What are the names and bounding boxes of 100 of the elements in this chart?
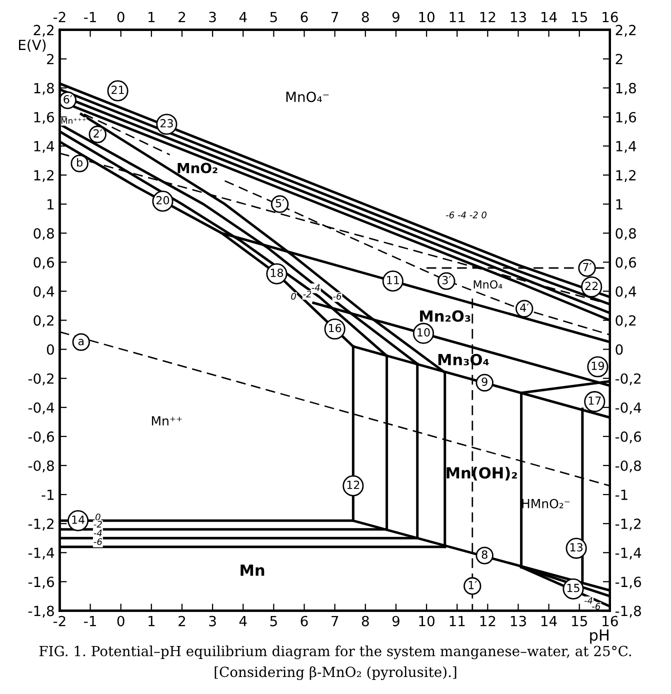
- y-axis-title: E(V): [19, 39, 46, 52]
- annotation: 8: [482, 550, 488, 559]
- x-tick-label: 9: [392, 616, 400, 626]
- y2-tick-label: 2,2: [616, 24, 636, 37]
- x-tick-label: 6: [300, 616, 308, 626]
- annotation: 16: [328, 324, 342, 332]
- x2-tick-label: -2: [53, 12, 66, 22]
- annotation: Mn⁺⁺⁺: [61, 118, 86, 124]
- annotation: MnO₂: [178, 162, 218, 174]
- x-tick-label: 1: [148, 616, 155, 626]
- annotation: Mn₂O₃: [420, 310, 470, 322]
- y-tick-label: 0,8: [34, 228, 54, 240]
- y2-tick-label: 0: [616, 344, 623, 355]
- y2-tick-label: -0,4: [615, 402, 642, 414]
- y2-tick-label: 1,6: [616, 112, 636, 124]
- annotation: 0: [96, 514, 100, 520]
- x-tick-label: 8: [362, 616, 369, 626]
- annotation: 2′: [94, 129, 102, 138]
- y2-tick-label: -0,6: [615, 431, 642, 444]
- annotation: 3′: [442, 276, 451, 284]
- annotation: -2: [303, 290, 312, 298]
- x-tick-label: -1: [84, 616, 96, 626]
- annotation: -2: [94, 520, 102, 528]
- caption: FIG. 1. Potential–pH equilibrium diagram for the system manganese–water, at 25°C.: [39, 646, 632, 660]
- y-tick-label: 1,6: [34, 112, 54, 124]
- y-tick-label: 1,8: [34, 82, 54, 95]
- x2-tick-label: -1: [84, 12, 96, 22]
- y-tick-label: 0,6: [34, 257, 54, 270]
- y-tick-label: -1,2: [28, 518, 54, 530]
- y2-tick-label: 0,8: [616, 228, 636, 240]
- x2-tick-label: 13: [510, 12, 526, 22]
- y-tick-label: 2: [47, 54, 54, 64]
- annotation: 18: [270, 268, 284, 278]
- x-tick-label: 16: [602, 616, 618, 626]
- x-tick-label: 5: [270, 616, 277, 626]
- y-tick-label: 2,2: [34, 24, 54, 37]
- annotation: HMnO₂⁻: [522, 498, 570, 508]
- annotation: -6: [333, 292, 342, 300]
- y-tick-label: 0,4: [34, 286, 54, 298]
- annotation: -6 -4 -2 0: [446, 212, 486, 218]
- x2-tick-label: 16: [602, 12, 618, 22]
- y2-tick-label: -1,8: [615, 606, 641, 618]
- y2-tick-label: -1,6: [615, 576, 642, 589]
- annotation: 1′: [468, 581, 477, 590]
- annotation: 23: [160, 119, 173, 128]
- x-tick-label: 0: [117, 616, 124, 626]
- annotation: -6: [94, 538, 102, 546]
- y2-tick-label: -0,8: [615, 460, 641, 472]
- annotation: 22: [585, 282, 598, 290]
- y2-tick-label: -0,2: [615, 373, 641, 386]
- x2-tick-label: 3: [209, 12, 216, 22]
- x2-tick-label: 11: [450, 12, 465, 22]
- annotation: 0: [291, 292, 296, 300]
- x2-tick-label: 7: [332, 12, 338, 22]
- annotation: 20: [156, 196, 170, 204]
- y2-tick-label: 0,6: [616, 257, 636, 270]
- y2-tick-label: -1: [615, 490, 628, 500]
- y-tick-label: -0,4: [28, 402, 54, 414]
- annotation: 4′: [520, 304, 529, 312]
- y2-tick-label: -1,2: [615, 518, 641, 530]
- x-tick-label: 13: [510, 616, 526, 626]
- y2-tick-label: 0,4: [616, 286, 636, 298]
- x2-tick-label: 4: [239, 12, 247, 22]
- x-axis-title: pH: [590, 629, 608, 644]
- x2-tick-label: 10: [419, 12, 434, 22]
- annotation: Mn(OH)₂: [446, 466, 517, 480]
- y2-tick-label: 1: [616, 199, 622, 210]
- x-tick-label: -2: [53, 616, 66, 626]
- annotation: -4: [584, 597, 592, 604]
- annotation: 21: [112, 86, 124, 94]
- annotation: 14: [72, 516, 85, 524]
- annotation: Mn₃O₄: [438, 354, 489, 366]
- y-tick-label: -1,6: [28, 576, 54, 589]
- y-tick-label: -0,2: [28, 373, 54, 386]
- annotation: MnO₄⁻: [286, 92, 329, 102]
- y-tick-label: -1,4: [28, 548, 54, 560]
- x-tick-label: 14: [541, 616, 557, 626]
- y2-tick-label: -1,4: [615, 548, 642, 560]
- x2-tick-label: 6: [300, 12, 308, 22]
- y-tick-label: 0,2: [34, 315, 54, 328]
- y-tick-label: 1,4: [34, 141, 54, 153]
- y2-tick-label: 1,4: [616, 141, 636, 153]
- x2-tick-label: 0: [117, 12, 124, 22]
- x-tick-label: 12: [480, 616, 496, 626]
- x2-tick-label: 15: [572, 12, 587, 22]
- annotation: 6′: [64, 95, 72, 104]
- annotation: -6: [592, 602, 600, 610]
- x2-tick-label: 12: [480, 12, 496, 22]
- annotation: 13: [570, 543, 582, 552]
- y-tick-label: -0,6: [28, 431, 54, 444]
- x-tick-label: 10: [419, 616, 434, 626]
- annotation: a: [78, 338, 84, 346]
- x2-tick-label: 1: [148, 12, 155, 22]
- x2-tick-label: 5: [270, 12, 277, 22]
- x-tick-label: 2: [178, 616, 186, 626]
- annotation: MnO₄: [474, 280, 502, 289]
- y-tick-label: 1,2: [34, 170, 54, 182]
- annotation: -4: [312, 284, 320, 291]
- annotation: 17: [588, 396, 601, 405]
- y2-tick-label: 1,8: [616, 82, 636, 95]
